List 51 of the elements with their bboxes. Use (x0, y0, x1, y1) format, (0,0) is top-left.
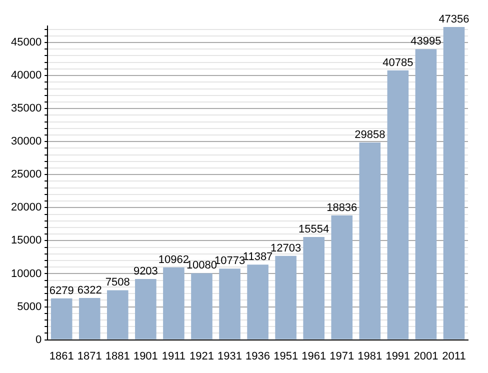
bar (415, 49, 437, 340)
data-label: 7508 (105, 276, 130, 289)
x-tick-label: 1921 (189, 350, 214, 362)
y-tick-label: 5000 (17, 300, 42, 313)
data-label: 18836 (326, 202, 358, 214)
x-tick-label: 1861 (49, 350, 74, 362)
bar (219, 268, 240, 340)
y-tick-label: 20000 (10, 202, 42, 214)
data-label: 43995 (410, 36, 442, 48)
y-tick-label: 0 (35, 334, 42, 346)
x-tick-label: 1901 (133, 350, 158, 362)
x-tick-label: 1971 (330, 350, 354, 362)
data-label: 29858 (354, 129, 386, 142)
bar (387, 70, 409, 340)
bar (275, 256, 296, 340)
x-tick-label: 1951 (274, 350, 298, 362)
bar (247, 264, 268, 340)
y-tick-label: 35000 (10, 102, 42, 115)
x-tick-label: 1981 (358, 350, 382, 362)
x-tick-label: 1991 (386, 350, 410, 362)
bar (107, 290, 128, 340)
bar (191, 273, 212, 340)
x-tick-label: 1961 (302, 350, 326, 362)
data-label: 12703 (270, 242, 302, 254)
bar (331, 215, 353, 340)
bar (443, 26, 465, 340)
bar (303, 237, 324, 340)
bar (163, 267, 184, 340)
data-label: 9203 (133, 266, 158, 278)
x-tick-label: 1911 (162, 350, 186, 362)
bar (78, 298, 100, 340)
data-label: 6322 (77, 284, 102, 297)
y-tick-label: 45000 (10, 36, 42, 49)
x-tick-label: 1931 (218, 350, 242, 362)
y-tick-label: 25000 (10, 168, 42, 181)
y-tick-label: 10000 (10, 268, 42, 280)
x-tick-label: 2001 (414, 350, 438, 362)
data-label: 6279 (49, 284, 74, 297)
y-tick-label: 40000 (10, 70, 42, 82)
bar (50, 298, 72, 340)
x-tick-label: 1881 (105, 350, 130, 362)
y-tick-label: 30000 (10, 136, 42, 148)
x-tick-label: 2011 (442, 350, 466, 362)
x-tick-label: 1936 (246, 350, 270, 362)
y-tick-label: 15000 (10, 234, 42, 247)
bar (359, 142, 381, 340)
x-tick-label: 1871 (77, 350, 102, 362)
data-label: 47356 (438, 13, 470, 26)
data-label: 40785 (382, 56, 414, 69)
bar (135, 279, 156, 340)
data-label: 15554 (298, 224, 330, 236)
